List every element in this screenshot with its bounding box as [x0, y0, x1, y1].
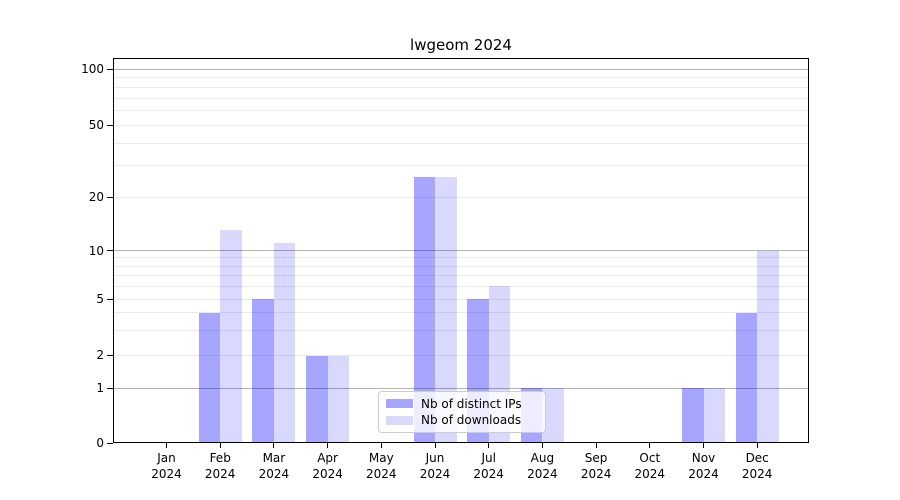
bar-distinct-ips — [198, 312, 221, 443]
x-tick-mark — [703, 443, 704, 448]
x-tick-mark — [166, 443, 167, 448]
x-tick-label: Oct 2024 — [634, 451, 666, 481]
gridline-major — [113, 387, 809, 389]
y-tick-label: 5 — [96, 292, 104, 306]
y-tick-mark — [107, 298, 113, 300]
legend-swatch-distinct-ips — [386, 399, 413, 409]
y-tick-mark — [107, 354, 113, 356]
bar-distinct-ips — [252, 299, 274, 443]
y-tick-label: 20 — [88, 190, 104, 205]
gridline-minor — [113, 142, 809, 144]
bar-downloads — [220, 230, 242, 443]
x-tick-mark — [488, 443, 490, 448]
gridline-minor — [113, 110, 809, 112]
gridline-minor — [113, 355, 809, 356]
x-tick-label: Dec 2024 — [741, 451, 773, 481]
x-tick-label: Jun 2024 — [419, 451, 451, 481]
x-tick-mark — [595, 443, 597, 448]
x-tick-label: Jul 2024 — [473, 451, 504, 481]
bars-layer — [113, 58, 809, 443]
chart-title: lwgeom 2024 — [410, 36, 512, 54]
legend-label-distinct-ips: Nb of distinct IPs — [421, 396, 522, 411]
bar-distinct-ips — [413, 176, 435, 443]
gridline-minor — [113, 97, 809, 99]
x-tick-label: Jan 2024 — [151, 451, 182, 481]
x-tick-label: Feb 2024 — [204, 451, 236, 481]
y-tick-label: 100 — [81, 62, 104, 76]
y-tick-label: 1 — [96, 381, 104, 396]
x-axis: Jan 2024 Feb 2024 Mar 2024 Apr 2024 May 2024… — [113, 443, 809, 493]
bar-downloads — [273, 243, 296, 443]
y-tick-label: 2 — [96, 348, 104, 363]
legend-label-downloads: Nb of downloads — [421, 413, 522, 428]
x-tick-mark — [273, 443, 275, 448]
y-tick-mark — [107, 387, 113, 389]
x-tick-mark — [649, 443, 651, 448]
gridline-major — [113, 68, 809, 70]
plot-area — [113, 58, 809, 443]
bar-distinct-ips — [735, 312, 758, 443]
legend-swatch-downloads — [386, 415, 413, 425]
gridline-minor — [113, 77, 809, 79]
x-tick-label: Apr 2024 — [312, 451, 343, 481]
x-tick-label: Nov 2024 — [688, 451, 719, 481]
grid-layer — [113, 58, 809, 443]
gridline-minor — [113, 165, 809, 167]
x-tick-label: May 2024 — [366, 451, 397, 481]
legend-row-downloads: Nb of downloads — [386, 413, 538, 427]
bar-distinct-ips — [682, 388, 704, 443]
gridline-minor — [113, 265, 809, 267]
bar-downloads — [327, 355, 350, 443]
bar-distinct-ips — [306, 355, 328, 443]
x-tick-mark — [380, 443, 382, 448]
gridline-major — [113, 250, 809, 251]
bar-downloads — [757, 250, 779, 443]
gridline-minor — [113, 330, 809, 331]
bar-downloads — [542, 388, 564, 443]
x-tick-mark — [756, 443, 758, 448]
gridline-minor — [113, 197, 809, 198]
gridline-minor — [113, 257, 809, 259]
legend-row-distinct-ips: Nb of distinct IPs — [386, 397, 538, 411]
legend: Nb of distinct IPs Nb of downloads — [378, 391, 546, 433]
bar-downloads — [435, 176, 457, 443]
y-tick-mark — [107, 196, 113, 198]
x-tick-label: Mar 2024 — [258, 451, 290, 481]
y-tick-mark — [107, 442, 113, 444]
gridline-minor — [113, 274, 809, 276]
y-tick-mark — [107, 124, 113, 126]
y-tick-label: 10 — [88, 243, 104, 258]
gridline-minor — [113, 86, 809, 88]
y-tick-label: 50 — [88, 118, 104, 133]
x-tick-label: Aug 2024 — [527, 451, 558, 481]
y-axis: 0 1 2 5 10 20 50 100 — [0, 58, 113, 450]
y-tick-label: 0 — [96, 436, 104, 450]
x-tick-mark — [327, 443, 329, 448]
gridline-minor — [113, 298, 809, 300]
x-tick-label: Sep 2024 — [580, 451, 612, 481]
gridline-minor — [113, 125, 809, 126]
gridline-minor — [113, 312, 809, 314]
x-tick-mark — [541, 443, 543, 448]
bar-downloads — [703, 388, 725, 443]
gridline-minor — [113, 285, 809, 287]
y-tick-mark — [107, 250, 113, 251]
x-tick-mark — [219, 443, 221, 448]
y-tick-mark — [107, 68, 113, 70]
x-tick-mark — [434, 443, 436, 448]
